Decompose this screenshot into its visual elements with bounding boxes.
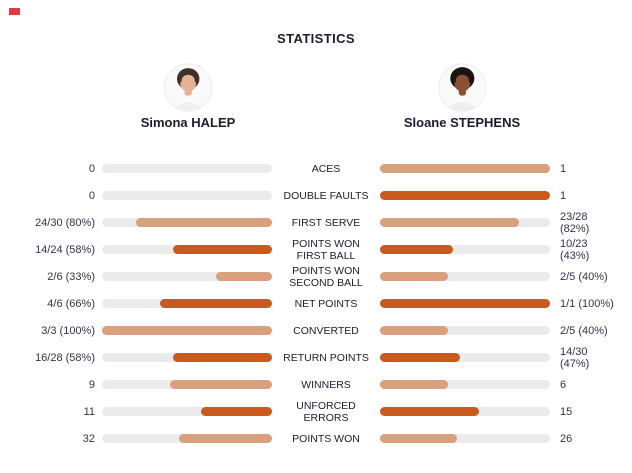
- stat-row: 16/28 (58%) RETURN POINTS 14/30 (47%): [18, 344, 618, 371]
- stat-row: 14/24 (58%) POINTS WON FIRST BALL 10/23 …: [18, 236, 618, 263]
- stats-list: 0 ACES 1 0 DOUBLE FAULTS 1 24/30 (80%) F…: [18, 155, 618, 452]
- stat-row: 32 POINTS WON 26: [18, 425, 618, 452]
- stat-right-bar-fill: [380, 434, 457, 443]
- stat-right-value: 23/28 (82%): [560, 210, 590, 235]
- player-right-name: Sloane STEPHENS: [403, 115, 521, 130]
- stat-left-value: 3/3 (100%): [41, 324, 95, 337]
- stat-right-bar: [380, 218, 550, 227]
- stat-right-bar: [380, 299, 550, 308]
- stat-right-bar: [380, 434, 550, 443]
- stat-left-bar-fill: [178, 434, 272, 443]
- stat-left-bar-fill: [136, 218, 272, 227]
- stat-right-bar-fill: [380, 299, 550, 308]
- stat-right-bar-fill: [380, 272, 448, 281]
- stat-left-bar: [102, 434, 272, 443]
- stat-left-bar-fill: [200, 407, 272, 416]
- stat-left-bar-fill: [102, 326, 272, 335]
- stat-left-value: 11: [83, 405, 95, 418]
- stat-left-value: 14/24 (58%): [35, 243, 95, 256]
- stat-right-value: 6: [560, 378, 567, 391]
- stat-right-value: 26: [560, 432, 573, 445]
- stat-left-bar: [102, 245, 272, 254]
- stat-label: WINNERS: [301, 378, 351, 391]
- stat-right-bar: [380, 272, 550, 281]
- stat-left-bar: [102, 191, 272, 200]
- stat-row: 3/3 (100%) CONVERTED 2/5 (40%): [18, 317, 618, 344]
- player-left-name: Simona HALEP: [140, 115, 236, 130]
- stat-label: ACES: [311, 162, 341, 175]
- stat-left-bar: [102, 380, 272, 389]
- stat-left-value: 2/6 (33%): [47, 270, 95, 283]
- stat-right-bar-fill: [380, 353, 460, 362]
- stat-row: 2/6 (33%) POINTS WON SECOND BALL 2/5 (40…: [18, 263, 618, 290]
- stat-right-bar: [380, 407, 550, 416]
- stat-row: 4/6 (66%) NET POINTS 1/1 (100%): [18, 290, 618, 317]
- stat-left-value: 9: [88, 378, 95, 391]
- stat-label: CONVERTED: [293, 324, 359, 337]
- stat-label: POINTS WON FIRST BALL: [292, 237, 360, 262]
- stat-label: NET POINTS: [294, 297, 358, 310]
- stat-left-value: 0: [88, 162, 95, 175]
- stat-left-bar: [102, 218, 272, 227]
- stat-left-value: 16/28 (58%): [35, 351, 95, 364]
- stat-right-value: 14/30 (47%): [560, 345, 590, 370]
- stat-left-bar: [102, 299, 272, 308]
- stat-right-bar: [380, 353, 550, 362]
- stat-label: POINTS WON: [292, 432, 360, 445]
- stat-left-bar-fill: [159, 299, 272, 308]
- stat-left-value: 32: [82, 432, 95, 445]
- player-left: Simona HALEP: [140, 63, 236, 130]
- stat-right-bar-fill: [380, 218, 520, 227]
- stat-left-bar-fill: [215, 272, 272, 281]
- stat-right-bar: [380, 326, 550, 335]
- stat-left-bar-fill: [173, 353, 272, 362]
- stat-right-value: 1/1 (100%): [560, 297, 614, 310]
- stat-right-bar-fill: [380, 326, 448, 335]
- stat-right-value: 10/23 (43%): [560, 237, 590, 262]
- stat-right-bar-fill: [380, 380, 448, 389]
- stat-row: 11 UNFORCED ERRORS 15: [18, 398, 618, 425]
- stat-label: POINTS WON SECOND BALL: [289, 264, 363, 289]
- stat-left-bar: [102, 353, 272, 362]
- stat-left-value: 24/30 (80%): [35, 216, 95, 229]
- stat-label: RETURN POINTS: [283, 351, 369, 364]
- stat-right-value: 1: [560, 162, 567, 175]
- stat-right-bar-fill: [380, 191, 550, 200]
- stat-right-value: 2/5 (40%): [560, 270, 608, 283]
- stat-right-bar: [380, 164, 550, 173]
- red-marker-icon: [9, 8, 20, 15]
- stat-right-value: 1: [560, 189, 567, 202]
- stat-label: UNFORCED ERRORS: [296, 399, 356, 424]
- stat-right-bar-fill: [380, 245, 454, 254]
- stat-right-bar: [380, 191, 550, 200]
- page-title: STATISTICS: [277, 31, 355, 46]
- stat-label: FIRST SERVE: [291, 216, 361, 229]
- stat-right-value: 2/5 (40%): [560, 324, 608, 337]
- stat-right-bar: [380, 380, 550, 389]
- stat-row: 9 WINNERS 6: [18, 371, 618, 398]
- stat-right-bar-fill: [380, 164, 550, 173]
- stat-left-value: 0: [88, 189, 95, 202]
- stat-left-bar: [102, 164, 272, 173]
- stat-right-bar: [380, 245, 550, 254]
- stat-left-bar: [102, 326, 272, 335]
- statistics-panel: STATISTICS Simona HALEP: [0, 0, 632, 445]
- player-left-avatar-icon: [163, 63, 213, 112]
- stat-left-bar: [102, 272, 272, 281]
- stat-row: 0 ACES 1: [18, 155, 618, 182]
- player-right: Sloane STEPHENS: [404, 63, 520, 130]
- stat-left-bar: [102, 407, 272, 416]
- stat-row: 0 DOUBLE FAULTS 1: [18, 182, 618, 209]
- stat-right-bar-fill: [380, 407, 479, 416]
- stat-label: DOUBLE FAULTS: [283, 189, 369, 202]
- stat-left-bar-fill: [173, 245, 272, 254]
- stat-right-value: 15: [560, 405, 573, 418]
- stat-left-value: 4/6 (66%): [47, 297, 95, 310]
- stat-left-bar-fill: [170, 380, 272, 389]
- player-right-avatar-icon: [437, 63, 487, 112]
- stat-row: 24/30 (80%) FIRST SERVE 23/28 (82%): [18, 209, 618, 236]
